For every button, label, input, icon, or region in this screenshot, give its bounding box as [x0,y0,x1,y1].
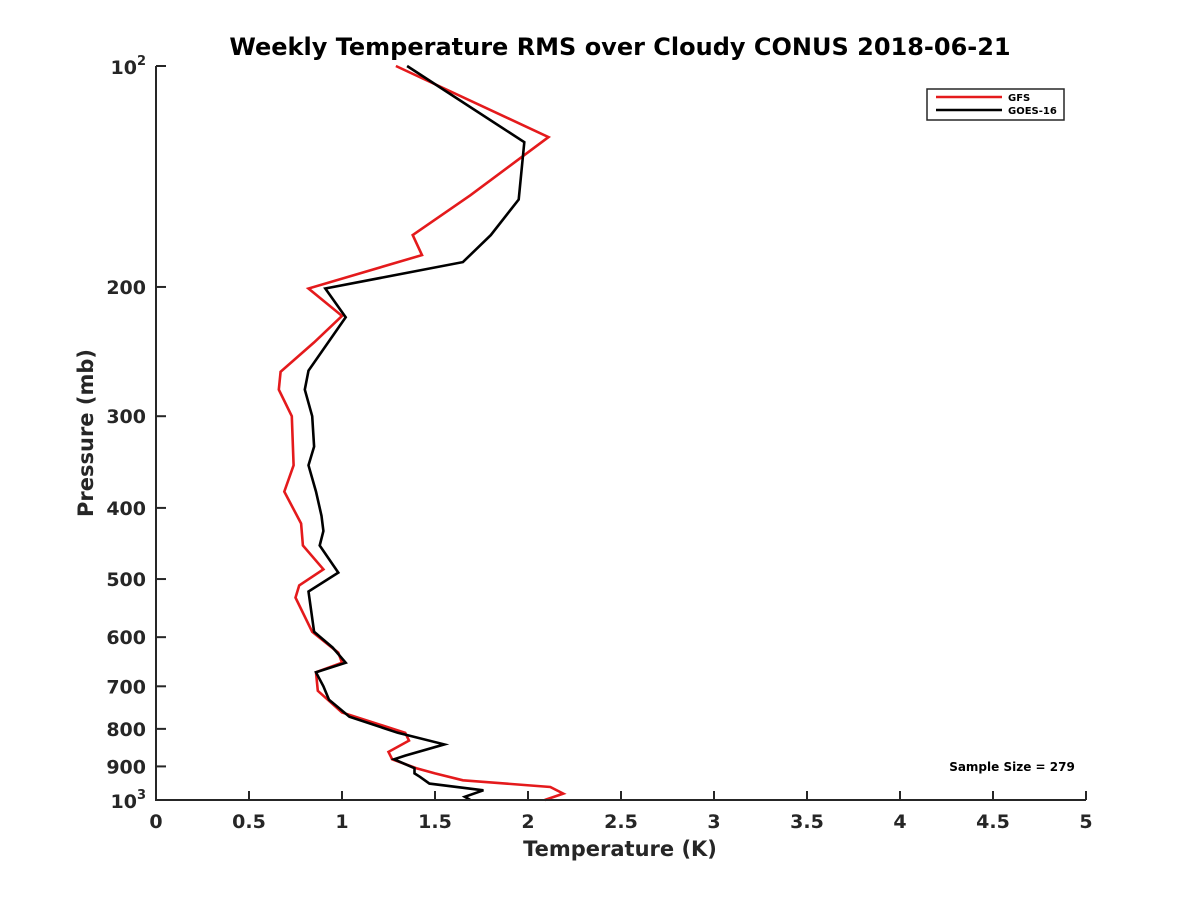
legend-label-goes16: GOES-16 [1008,106,1057,117]
x-ticks: 0 0.5 1 1.5 2 2.5 3 3.5 4 4.5 5 [149,791,1093,833]
y-tick-label: 500 [106,569,146,591]
series-layer [277,64,567,802]
x-tick-label: 2 [521,811,534,833]
legend-label-gfs: GFS [1008,93,1030,104]
y-tick-label: 900 [106,756,146,778]
y-tick-label: 700 [106,676,146,698]
y-tick-label: 310 [111,788,146,813]
x-tick-label: 4 [893,811,906,833]
x-tick-label: 3.5 [790,811,824,833]
x-tick-label: 1.5 [418,811,452,833]
legend-box [926,88,1065,121]
plot-area: 0 0.5 1 1.5 2 2.5 3 3.5 4 4.5 5 210200300400500600… [106,54,1092,833]
x-tick-label: 1 [335,811,348,833]
y-tick-label: 200 [106,277,146,299]
sample-size-annotation: Sample Size = 279 [949,760,1075,774]
x-tick-label: 4.5 [976,811,1010,833]
x-tick-label: 2.5 [604,811,638,833]
x-axis-label: Temperature (K) [523,837,717,861]
y-tick-label: 800 [106,719,146,741]
y-tick-label: 600 [106,627,146,649]
x-tick-label: 0 [149,811,162,833]
y-tick-label: 400 [106,498,146,520]
y-tick-label: 210 [111,54,146,79]
x-tick-label: 0.5 [232,811,266,833]
y-tick-base: 10 [111,57,137,79]
series-line-goes16 [303,64,526,802]
legend: GFS GOES-16 [926,88,1065,121]
y-axis-label: Pressure (mb) [74,349,98,517]
y-tick-label: 300 [106,406,146,428]
x-tick-label: 3 [707,811,720,833]
y-tick-exponent: 3 [137,788,146,803]
chart-title: Weekly Temperature RMS over Cloudy CONUS… [229,33,1010,61]
x-tick-label: 5 [1079,811,1092,833]
y-tick-exponent: 2 [137,54,146,69]
y-tick-base: 10 [111,791,137,813]
